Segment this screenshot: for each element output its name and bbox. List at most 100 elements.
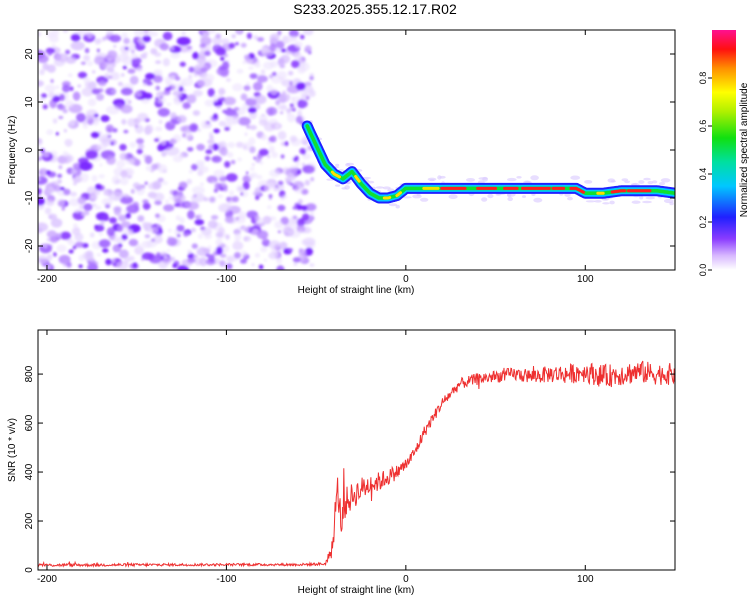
- noise-blob: [219, 146, 228, 156]
- noise-blob: [38, 170, 44, 175]
- noise-blob: [108, 191, 124, 201]
- noise-blob: [125, 97, 130, 103]
- noise-blob: [128, 238, 139, 247]
- colorbar-tick-label: 0.0: [698, 264, 708, 277]
- noise-blob: [135, 91, 142, 98]
- noise-blob: [62, 84, 71, 93]
- y-tick-label: 200: [24, 512, 35, 529]
- frequency-ridge: [301, 120, 675, 209]
- noise-blob: [225, 263, 233, 270]
- ridge-halo: [567, 196, 573, 201]
- noise-blob: [52, 185, 62, 192]
- noise-blob: [38, 176, 41, 182]
- ridge-halo: [482, 176, 488, 182]
- noise-blob: [166, 102, 172, 106]
- noise-blob: [217, 142, 222, 146]
- noise-blob: [77, 71, 88, 79]
- noise-blob: [224, 216, 234, 224]
- noise-blob: [215, 238, 223, 247]
- noise-blob: [158, 119, 163, 124]
- noise-blob: [176, 224, 185, 232]
- colorbar-tick-label: 0.6: [698, 120, 708, 133]
- noise-blob: [83, 203, 93, 211]
- snr-y-ticks: 0 200 400 600 800: [24, 365, 675, 573]
- noise-blob: [249, 167, 255, 171]
- noise-blob: [245, 98, 258, 106]
- noise-blob: [123, 129, 129, 134]
- noise-blob: [79, 204, 86, 210]
- noise-blob: [230, 160, 236, 165]
- noise-blob: [78, 264, 83, 269]
- ridge-halo: [507, 177, 517, 182]
- noise-blob: [104, 62, 110, 66]
- noise-blob: [82, 251, 94, 260]
- noise-blob: [123, 209, 128, 214]
- noise-blob: [214, 182, 221, 191]
- noise-blob: [119, 177, 129, 186]
- noise-blob: [166, 237, 178, 247]
- noise-blob: [98, 239, 111, 248]
- ridge-halo: [585, 200, 596, 203]
- noise-blob: [216, 246, 223, 255]
- noise-blob: [187, 257, 196, 264]
- noise-blob: [73, 223, 78, 229]
- noise-blob: [160, 251, 168, 257]
- noise-blob: [45, 265, 51, 269]
- noise-blob: [280, 154, 285, 159]
- noise-blob: [142, 221, 149, 229]
- noise-blob: [217, 194, 224, 199]
- noise-blob: [216, 105, 222, 109]
- noise-blob: [246, 82, 250, 87]
- noise-blob: [43, 244, 48, 248]
- noise-blob: [205, 149, 213, 154]
- noise-blob: [226, 115, 240, 125]
- noise-blob: [145, 165, 152, 172]
- ridge-halo: [507, 196, 513, 202]
- ridge-halo: [610, 180, 616, 183]
- noise-blob: [255, 195, 260, 201]
- noise-blob: [100, 115, 110, 122]
- noise-blob: [96, 253, 102, 257]
- noise-blob: [176, 233, 181, 238]
- noise-blob: [247, 107, 257, 114]
- y-tick-label: 10: [24, 96, 35, 108]
- noise-blob: [237, 116, 251, 126]
- noise-blob: [64, 138, 73, 146]
- noise-blob: [236, 68, 244, 74]
- noise-blob: [119, 143, 127, 151]
- noise-blob: [125, 158, 136, 165]
- noise-blob: [279, 111, 284, 115]
- noise-blob: [187, 147, 194, 152]
- noise-blob: [309, 75, 314, 81]
- noise-blob: [130, 53, 139, 60]
- noise-blob: [220, 181, 227, 188]
- noise-blob: [199, 43, 207, 48]
- noise-blob: [195, 160, 205, 166]
- ridge-halo: [516, 176, 522, 179]
- noise-blob: [246, 32, 252, 40]
- noise-blob: [125, 194, 130, 198]
- snr-panel: -200 -100 0 100 0 200 400 600 800 Height of str…: [7, 329, 676, 596]
- noise-blob: [77, 84, 82, 88]
- noise-blob: [256, 230, 269, 240]
- noise-blob: [232, 83, 243, 92]
- noise-blob: [185, 267, 190, 270]
- noise-blob: [268, 145, 275, 154]
- noise-blob: [51, 30, 60, 37]
- noise-blob: [237, 226, 242, 230]
- ridge-halo: [639, 195, 644, 200]
- noise-blob: [233, 252, 242, 259]
- noise-blob: [58, 115, 64, 120]
- ridge-halo: [647, 180, 654, 185]
- noise-blob: [85, 114, 93, 121]
- noise-blob: [87, 98, 97, 107]
- noise-blob: [309, 263, 315, 267]
- noise-blob: [154, 200, 162, 206]
- noise-blob: [46, 238, 51, 242]
- noise-blob: [302, 213, 310, 222]
- noise-blob: [107, 50, 118, 60]
- noise-blob: [209, 135, 215, 140]
- noise-blob: [275, 99, 281, 106]
- noise-blob: [188, 169, 193, 174]
